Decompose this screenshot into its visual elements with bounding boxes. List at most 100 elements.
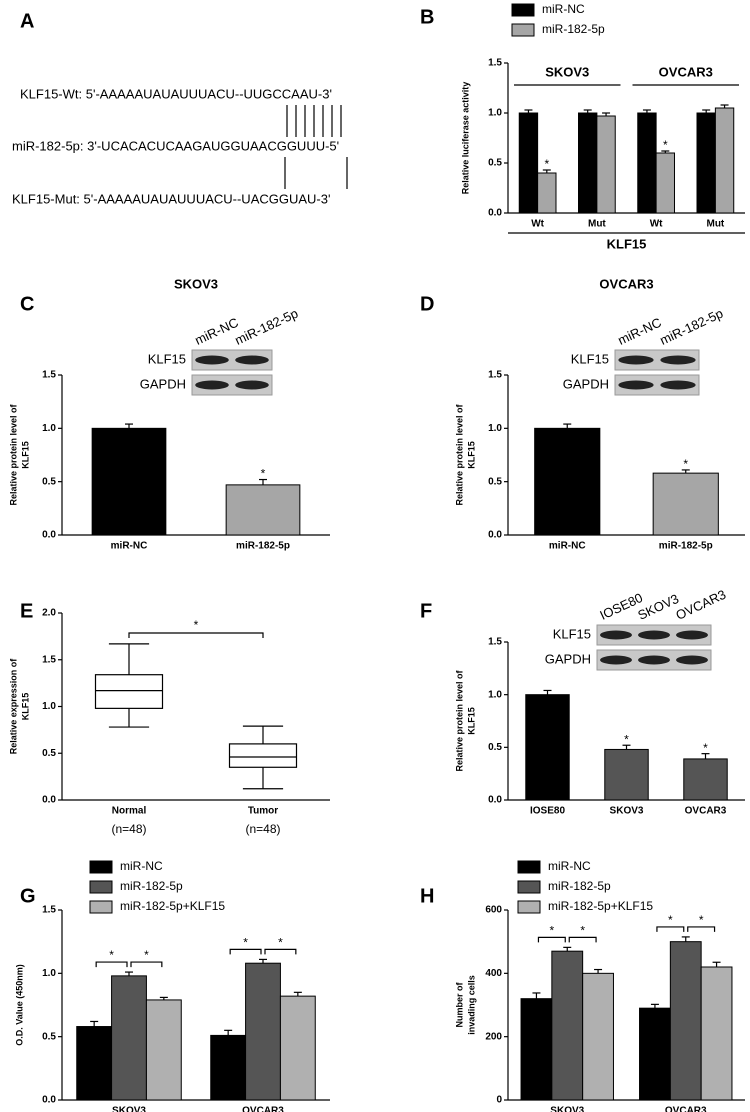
legend-swatch (511, 3, 535, 17)
y-tick-label: 0.0 (42, 1095, 56, 1106)
blot-lane-label: OVCAR3 (673, 587, 728, 623)
bar (669, 941, 702, 1101)
significance: * (194, 618, 199, 632)
box (228, 743, 298, 768)
y-axis-label: Relative protein level of (454, 669, 464, 771)
significance: * (261, 467, 266, 481)
sequence-panel: A KLF15-Wt: 5'-AAAAAUAUAUUUACU--UUGCCAAU… (12, 10, 348, 206)
significance-bracket (687, 926, 716, 932)
blot-band (195, 380, 229, 390)
y-axis-label: O.D. Value (450nm) (14, 964, 24, 1046)
significance: * (144, 948, 149, 962)
bar (537, 172, 557, 214)
x-tick-label: miR-NC (111, 541, 148, 552)
blot-lane-label: miR-NC (615, 315, 663, 348)
y-tick-label: 2.0 (42, 608, 56, 619)
panel-label: D (420, 293, 434, 315)
blot-row (191, 374, 273, 396)
blot-lane-label: IOSE80 (597, 590, 645, 623)
blot-band (600, 630, 632, 640)
bar (551, 950, 584, 1101)
x-tick-label: OVCAR3 (665, 1106, 707, 1112)
sequence: KLF15-Mut: 5'-AAAAAUAUAUUUACU--UACGGUAU-… (12, 191, 330, 206)
y-axis-label: KLF15 (20, 693, 30, 721)
significance-bracket (95, 961, 128, 968)
y-tick-label: 200 (485, 1031, 502, 1042)
blot-band (660, 380, 696, 390)
y-axis-label: KLF15 (20, 441, 30, 469)
bar (683, 758, 728, 801)
x-tick-label: OVCAR3 (685, 806, 727, 817)
n-label: (n=48) (111, 822, 146, 836)
bar (637, 112, 657, 214)
blot-row-label: KLF15 (571, 351, 609, 366)
y-tick-label: 1.5 (488, 637, 502, 648)
bar (639, 1007, 671, 1101)
x-tick-label: OVCAR3 (242, 1106, 284, 1112)
y-axis-label: KLF15 (466, 707, 476, 735)
x-tick-label: Normal (112, 806, 147, 817)
legend-label: miR-182-5p (542, 22, 605, 36)
bar (279, 995, 316, 1101)
significance: * (624, 732, 629, 746)
y-tick-label: 0 (496, 1095, 502, 1106)
bar (604, 748, 649, 801)
legend-label: miR-NC (542, 2, 585, 16)
chart-title: OVCAR3 (599, 276, 653, 291)
y-tick-label: 0.5 (488, 742, 502, 753)
legend-swatch (89, 860, 113, 874)
group-label: OVCAR3 (659, 64, 713, 79)
blot-row (614, 374, 700, 396)
significance: * (544, 157, 549, 171)
y-tick-label: 0.5 (488, 158, 502, 169)
blot-row-label: GAPDH (140, 376, 186, 391)
significance: * (663, 138, 668, 152)
blot-lane-label: SKOV3 (635, 591, 681, 623)
y-tick-label: 600 (485, 905, 502, 916)
significance-bracket (537, 936, 566, 943)
x-tick-label: Wt (650, 219, 663, 230)
y-axis-label: Number of (454, 981, 464, 1027)
significance-bracket (656, 926, 685, 932)
blot-band (676, 655, 708, 665)
x-axis-label: KLF15 (607, 236, 647, 251)
y-tick-label: 0.0 (488, 530, 502, 541)
significance: * (699, 913, 704, 927)
x-tick-label: miR-182-5p (236, 541, 290, 552)
panel-label: A (20, 10, 34, 32)
y-tick-label: 1.0 (42, 701, 56, 712)
y-tick-label: 1.0 (42, 423, 56, 434)
bar (696, 112, 716, 214)
y-tick-label: 0.5 (488, 476, 502, 487)
y-axis-label: Relative luciferase activity (460, 82, 470, 195)
significance: * (243, 936, 248, 950)
significance: * (580, 924, 585, 938)
blot-lane-label: miR-182-5p (232, 306, 300, 348)
bar (700, 966, 733, 1101)
panel-label: G (20, 885, 36, 907)
y-tick-label: 0.5 (42, 1031, 56, 1042)
legend-label: miR-182-5p+KLF15 (548, 899, 653, 913)
legend-swatch (517, 900, 541, 914)
significance: * (703, 741, 708, 755)
x-tick-label: Tumor (248, 806, 278, 817)
bar (111, 975, 147, 1101)
blot-band (235, 355, 269, 365)
blot-row-label: GAPDH (563, 376, 609, 391)
x-tick-label: Mut (706, 219, 724, 230)
y-tick-label: 0.0 (42, 795, 56, 806)
significance: * (550, 924, 555, 938)
bar (225, 484, 301, 536)
blot-row-label: GAPDH (545, 651, 591, 666)
y-axis-label: KLF15 (466, 441, 476, 469)
y-axis-label: invading cells (466, 975, 476, 1035)
x-tick-label: SKOV3 (610, 806, 644, 817)
bar (534, 427, 601, 536)
blot-band (618, 380, 654, 390)
pairing-lines (284, 105, 348, 189)
bar (91, 427, 167, 536)
x-tick-label: IOSE80 (530, 806, 565, 817)
blot-lane-label: miR-182-5p (657, 306, 725, 348)
panel-label: F (420, 600, 432, 622)
bar (245, 962, 281, 1101)
